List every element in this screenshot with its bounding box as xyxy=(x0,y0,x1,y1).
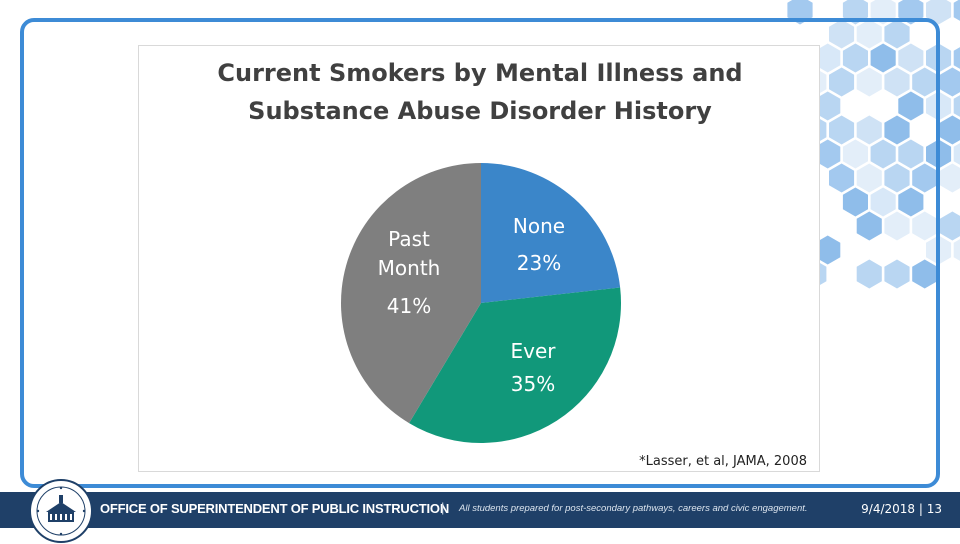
hexagon xyxy=(856,163,882,193)
footer-separator: | xyxy=(441,500,445,515)
slice-label-value: 23% xyxy=(517,251,561,275)
hexagon xyxy=(856,211,882,241)
slice-label-value: 35% xyxy=(511,372,555,396)
slice-label-value: 41% xyxy=(387,294,431,318)
hexagon xyxy=(884,115,910,145)
hexagon xyxy=(912,211,938,241)
slice-label-name: Ever xyxy=(511,339,557,363)
hexagon xyxy=(829,67,855,97)
hexagon xyxy=(939,115,960,145)
hexagon xyxy=(842,187,868,217)
hexagon xyxy=(884,19,910,49)
hexagon xyxy=(829,19,855,49)
hexagon xyxy=(912,259,938,289)
hexagon xyxy=(815,139,841,169)
hexagon xyxy=(953,47,960,69)
hexagon xyxy=(912,163,938,193)
hexagon xyxy=(829,115,855,145)
hexagon xyxy=(815,235,841,265)
footer-date-page: 9/4/2018 | 13 xyxy=(861,502,942,516)
hexagon xyxy=(912,67,938,97)
hexagon xyxy=(856,67,882,97)
chart-title: Current Smokers by Mental Illness and Su… xyxy=(139,54,821,130)
hexagon xyxy=(870,43,896,73)
hexagon xyxy=(815,43,841,73)
hexagon xyxy=(829,163,855,193)
pie-chart: None 23% Ever 35% Past Month 41% xyxy=(341,163,622,444)
hexagon xyxy=(939,163,960,193)
slice-label-name: None xyxy=(513,214,565,238)
hexagon xyxy=(842,139,868,169)
hexagon xyxy=(842,43,868,73)
hexagon xyxy=(898,91,924,121)
hexagon xyxy=(884,259,910,289)
footer-org-name: OFFICE OF SUPERINTENDENT OF PUBLIC INSTR… xyxy=(100,501,450,516)
chart-title-line-2: Substance Abuse Disorder History xyxy=(248,97,712,125)
hexagon xyxy=(898,43,924,73)
hexagon xyxy=(870,187,896,217)
osp-seal-icon xyxy=(29,479,93,543)
hexagon xyxy=(815,91,841,121)
footer-bar: OFFICE OF SUPERINTENDENT OF PUBLIC INSTR… xyxy=(0,492,960,528)
hexagon xyxy=(898,139,924,169)
footer-tagline: All students prepared for post-secondary… xyxy=(459,503,808,514)
hexagon xyxy=(856,19,882,49)
hexagon xyxy=(856,115,882,145)
pie-slice-ever xyxy=(409,287,622,444)
hexagon xyxy=(884,67,910,97)
slice-label-name: Past xyxy=(388,227,430,251)
hexagon xyxy=(953,95,960,117)
hexagon xyxy=(939,211,960,241)
hexagon xyxy=(953,143,960,165)
hexagon xyxy=(953,0,960,21)
hexagon xyxy=(884,163,910,193)
hexagon xyxy=(953,239,960,261)
hexagon xyxy=(939,67,960,97)
hexagon xyxy=(870,139,896,169)
slide-frame xyxy=(20,18,940,488)
chart-container: Current Smokers by Mental Illness and Su… xyxy=(138,45,820,472)
hexagon xyxy=(898,187,924,217)
pie-slice-none xyxy=(481,163,621,303)
pie-slice-past-month xyxy=(341,163,481,424)
hexagon xyxy=(856,259,882,289)
slice-label-name: Month xyxy=(378,256,441,280)
chart-title-line-1: Current Smokers by Mental Illness and xyxy=(217,59,743,87)
hexagon xyxy=(926,0,952,25)
citation: *Lasser, et al, JAMA, 2008 xyxy=(639,454,807,469)
hexagon xyxy=(884,211,910,241)
